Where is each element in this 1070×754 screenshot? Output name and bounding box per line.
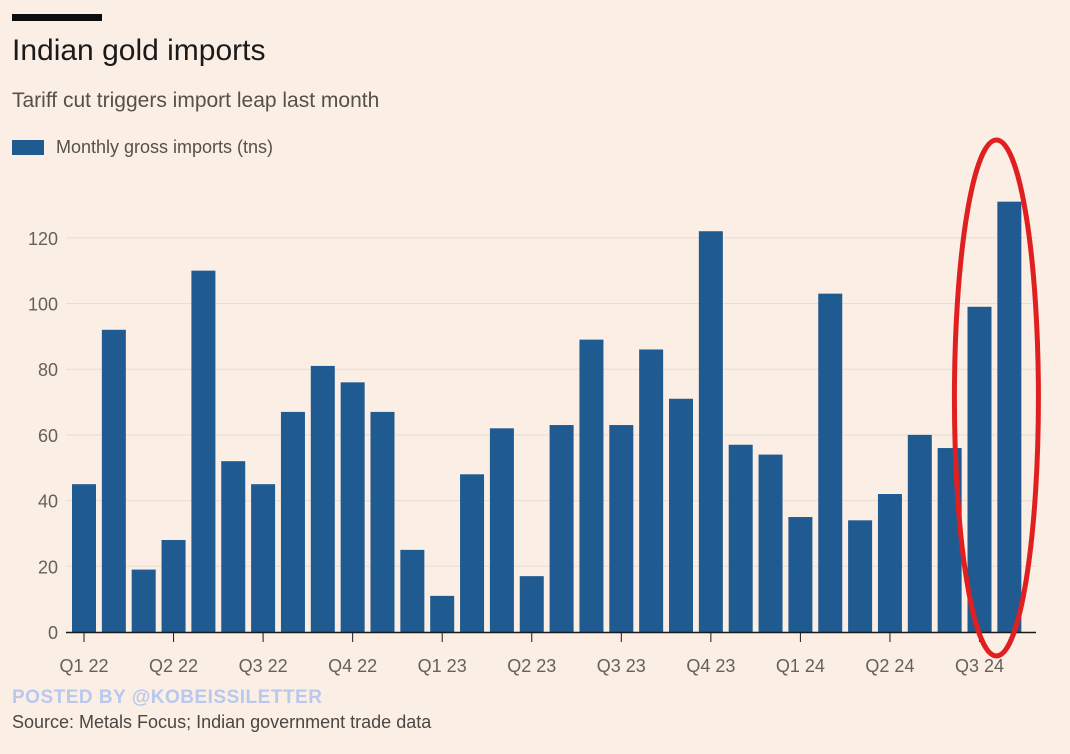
chart-title: Indian gold imports (12, 34, 266, 67)
bar-month-32 (997, 201, 1022, 633)
x-tick-label: Q4 23 (686, 656, 735, 676)
bar-month-10 (340, 382, 365, 632)
x-tick-label: Q3 24 (955, 656, 1004, 676)
bar-month-12 (400, 549, 425, 632)
source-note: Source: Metals Focus; Indian government … (12, 712, 432, 732)
bar-month-19 (609, 425, 634, 632)
y-tick-label: 20 (38, 557, 58, 577)
bar-month-28 (877, 494, 902, 632)
bar-month-3 (131, 569, 156, 632)
y-tick-label: 0 (48, 623, 58, 643)
bar-month-29 (907, 434, 932, 632)
legend-label: Monthly gross imports (tns) (56, 137, 274, 157)
watermark: POSTED BY @KOBEISSILETTER (12, 687, 323, 708)
x-tick-label: Q1 22 (59, 656, 108, 676)
bar-month-5 (191, 270, 216, 632)
bar-month-2 (101, 329, 126, 632)
y-tick-label: 100 (28, 295, 58, 315)
bar-month-1 (72, 484, 96, 632)
bar-month-26 (818, 293, 843, 632)
x-tick-label: Q1 23 (418, 656, 467, 676)
bar-month-31 (967, 306, 992, 632)
bar-month-22 (698, 231, 723, 633)
bar-month-11 (370, 411, 395, 632)
x-tick-label: Q3 23 (597, 656, 646, 676)
x-tick-label: Q2 23 (507, 656, 556, 676)
bar-month-23 (728, 444, 753, 632)
bar-month-8 (280, 411, 305, 632)
bar-month-7 (251, 484, 276, 632)
bar-month-15 (489, 428, 514, 632)
y-tick-label: 40 (38, 492, 58, 512)
bar-month-17 (549, 425, 574, 632)
y-tick-label: 80 (38, 360, 58, 380)
y-tick-label: 120 (28, 229, 58, 249)
chart-subtitle: Tariff cut triggers import leap last mon… (12, 89, 380, 112)
bar-month-18 (579, 339, 604, 632)
bar-month-24 (758, 454, 783, 632)
bar-month-14 (460, 474, 485, 632)
bar-month-9 (310, 365, 335, 632)
x-tick-label: Q4 22 (328, 656, 377, 676)
bar-month-6 (221, 461, 246, 632)
x-tick-label: Q2 24 (865, 656, 914, 676)
legend-swatch (12, 140, 44, 155)
x-tick-label: Q2 22 (149, 656, 198, 676)
highlight-ellipse (951, 137, 1041, 659)
x-tick-label: Q1 24 (776, 656, 825, 676)
y-tick-label: 60 (38, 426, 58, 446)
bar-month-27 (848, 520, 873, 632)
bar-month-13 (430, 595, 455, 632)
x-tick-label: Q3 22 (239, 656, 288, 676)
bar-month-4 (161, 540, 186, 632)
bar-month-25 (788, 517, 813, 632)
bar-month-21 (669, 398, 693, 632)
bar-month-20 (639, 349, 664, 632)
header-rule (12, 14, 102, 21)
bar-month-16 (519, 576, 544, 632)
legend: Monthly gross imports (tns) (12, 137, 273, 158)
